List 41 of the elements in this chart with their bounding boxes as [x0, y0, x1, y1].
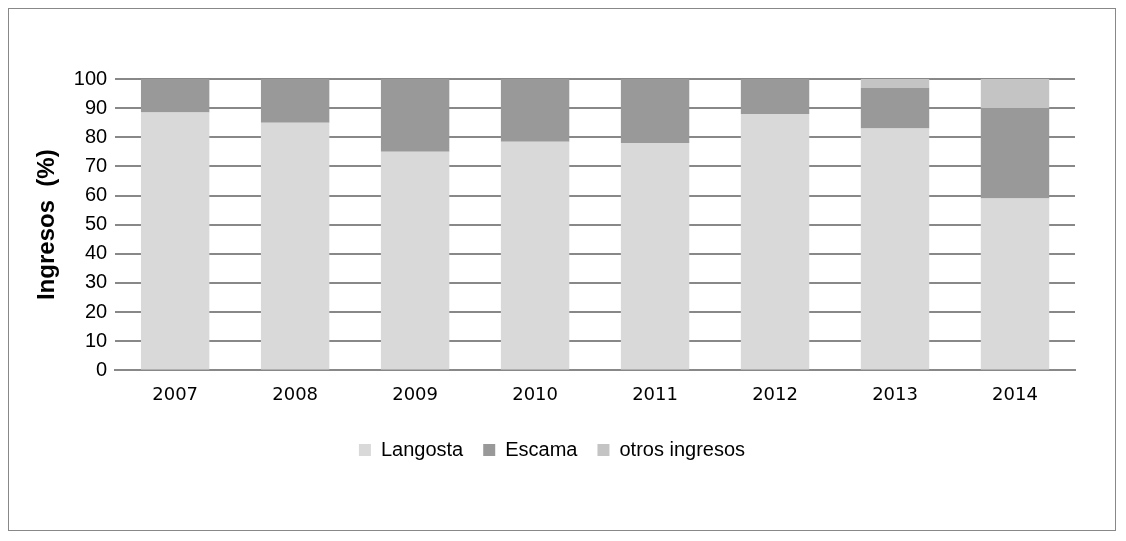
bar — [380, 79, 450, 152]
bar — [140, 112, 210, 370]
bar — [860, 79, 930, 88]
y-tick-label: 40 — [84, 241, 108, 264]
bar — [740, 79, 810, 114]
bar — [140, 79, 210, 113]
bar — [980, 108, 1050, 199]
y-tick-label: 70 — [84, 153, 108, 176]
y-tick-label: 90 — [84, 95, 108, 118]
bar — [860, 128, 930, 370]
y-tick-label: 100 — [73, 66, 108, 89]
x-tick-label: 2013 — [872, 382, 918, 404]
y-tick-label: 0 — [96, 357, 108, 380]
y-tick-label: 80 — [84, 124, 108, 147]
bar — [260, 79, 330, 123]
x-tick-label: 2009 — [392, 382, 439, 404]
y-tick-label: 30 — [84, 270, 108, 293]
y-tick-label: 50 — [84, 212, 108, 235]
legend-label: Langosta — [380, 437, 465, 460]
y-tick-label: 60 — [84, 183, 108, 206]
bar — [620, 79, 690, 144]
bar — [860, 87, 930, 129]
bar — [740, 113, 810, 370]
x-tick-label: 2014 — [992, 382, 1038, 404]
y-tick-label: 10 — [84, 328, 108, 351]
x-tick-label: 2007 — [152, 382, 199, 404]
bar — [980, 198, 1050, 370]
x-tick-label: 2008 — [272, 382, 319, 404]
bar — [620, 143, 690, 370]
legend-label: Escama — [505, 437, 579, 460]
x-tick-label: 2010 — [512, 382, 558, 404]
bar — [380, 151, 450, 370]
legend-label: otros ingresos — [619, 437, 746, 460]
x-tick-label: 2012 — [752, 382, 798, 404]
bar — [980, 79, 1050, 109]
bar — [500, 141, 570, 370]
y-axis-title: Ingresos (%) — [32, 149, 60, 301]
bar — [500, 79, 570, 142]
y-tick-label: 20 — [84, 299, 108, 322]
x-tick-label: 2011 — [632, 382, 678, 404]
bar — [260, 122, 330, 370]
